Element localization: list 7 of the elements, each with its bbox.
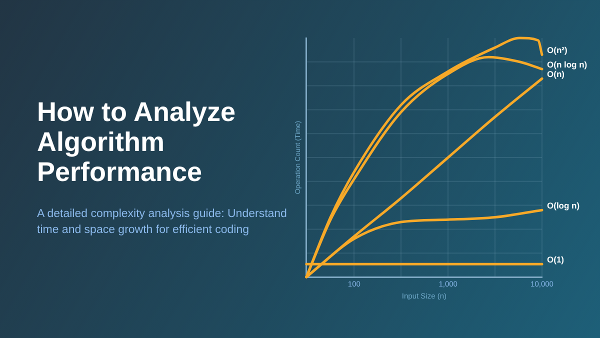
text: How to Analyze Algorithm Performance — [37, 97, 237, 187]
series-label: O(n²) — [547, 45, 568, 56]
series-label: O(n log n) — [547, 59, 588, 70]
series-label: O(1) — [547, 254, 564, 264]
series-label: O(log n) — [547, 200, 580, 210]
series-label: O(n) — [547, 68, 565, 79]
text: A detailed complexity analysis guide: Understand time and space growth for efficient coding — [37, 207, 288, 238]
